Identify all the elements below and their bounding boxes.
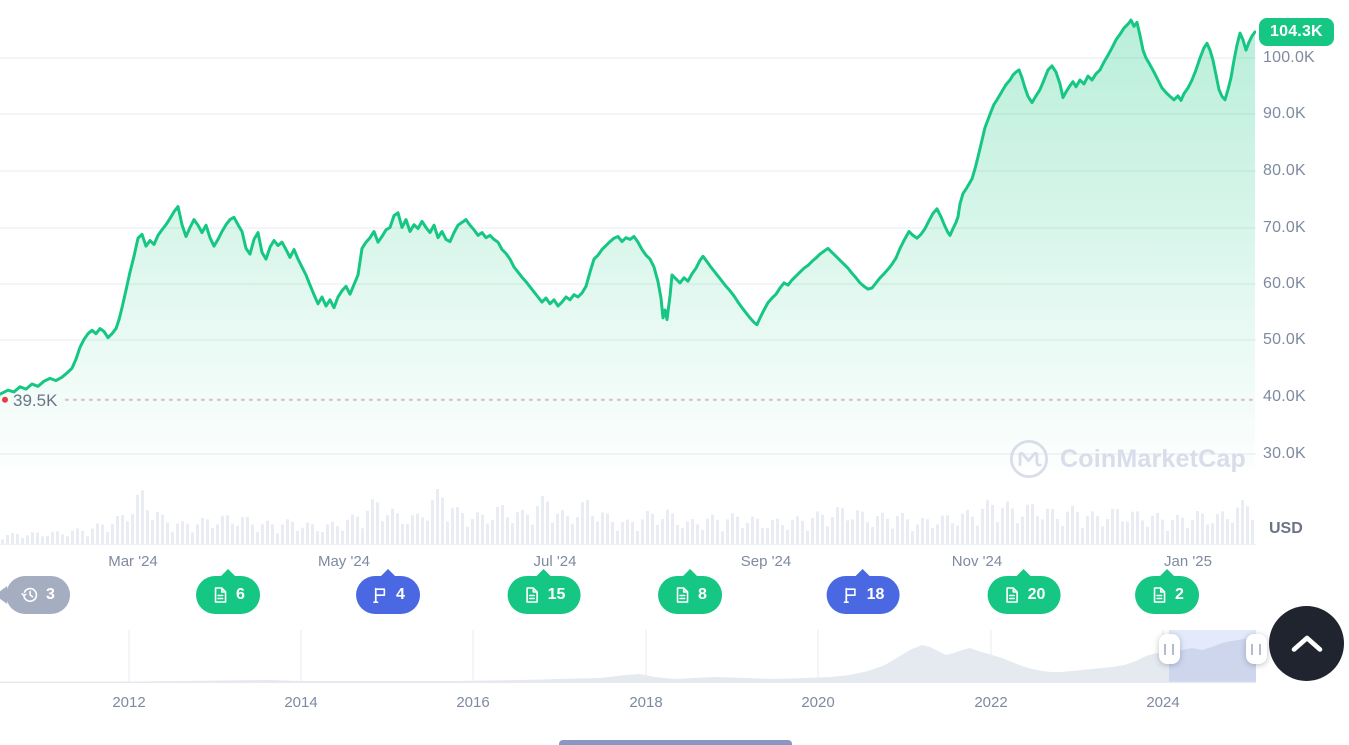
year-tick-label: 2020: [801, 694, 835, 711]
handle-grip-icon: [1251, 643, 1261, 655]
price-tick-label: 40.0K: [1263, 388, 1306, 405]
year-tick-label: 2014: [284, 694, 318, 711]
currency-unit-label: USD: [1269, 520, 1303, 537]
time-tick-label: Jul '24: [533, 553, 577, 570]
flag-icon: [371, 586, 389, 604]
partially-visible-bottom-element: [559, 740, 792, 745]
event-count: 6: [236, 586, 245, 603]
price-line: [0, 18, 1256, 396]
price-area-fill: [0, 20, 1255, 545]
event-badge-flags-2[interactable]: 18: [826, 576, 900, 614]
event-count: 18: [866, 586, 885, 603]
coinmarketcap-logo-icon: [1008, 438, 1050, 480]
price-tick-label: 80.0K: [1263, 162, 1306, 179]
time-tick-label: Mar '24: [108, 553, 158, 570]
flag-icon: [842, 586, 860, 604]
time-tick-label: Sep '24: [740, 553, 792, 570]
open-price-dot: [2, 396, 8, 403]
event-count: 8: [698, 586, 707, 603]
period-open-price-label: 39.5K: [13, 391, 58, 410]
event-count: 15: [547, 586, 566, 603]
price-tick-label: 90.0K: [1263, 105, 1306, 122]
year-tick-label: 2012: [112, 694, 146, 711]
news-icon: [673, 586, 691, 604]
timeline-navigator[interactable]: [0, 630, 1256, 684]
news-icon: [1003, 586, 1021, 604]
coinmarketcap-wordmark: CoinMarketCap: [1060, 444, 1246, 473]
event-badge-news-4[interactable]: 20: [987, 576, 1061, 614]
price-tick-label: 30.0K: [1263, 445, 1306, 462]
year-tick-label: 2016: [456, 694, 490, 711]
price-tick-label: 50.0K: [1263, 331, 1306, 348]
time-tick-label: Nov '24: [951, 553, 1003, 570]
time-tick-label: May '24: [317, 553, 371, 570]
navigator-left-handle[interactable]: [1158, 634, 1180, 664]
current-price-badge: 104.3K: [1259, 18, 1334, 46]
current-price-value: 104.3K: [1270, 23, 1323, 40]
news-icon: [523, 586, 541, 604]
price-tick-label: 70.0K: [1263, 219, 1306, 236]
price-tick-label: 100.0K: [1263, 49, 1315, 66]
event-badge-news-1[interactable]: 6: [196, 576, 260, 614]
scroll-to-top-button[interactable]: [1269, 606, 1344, 681]
navigator-right-handle[interactable]: [1245, 634, 1267, 664]
news-icon: [211, 586, 229, 604]
event-badge-history[interactable]: 3: [6, 576, 70, 614]
time-tick-label: Jan '25: [1164, 553, 1212, 570]
news-icon: [1150, 586, 1168, 604]
event-count: 2: [1175, 586, 1184, 603]
navigator-history-area: [0, 637, 1256, 683]
event-badge-news-3[interactable]: 8: [658, 576, 722, 614]
history-icon: [21, 586, 39, 604]
year-tick-label: 2024: [1146, 694, 1180, 711]
event-count: 4: [396, 586, 405, 603]
coinmarketcap-watermark: CoinMarketCap: [1008, 438, 1246, 480]
event-badge-news-5[interactable]: 2: [1135, 576, 1199, 614]
price-chart-canvas[interactable]: [0, 0, 1256, 545]
price-tick-label: 60.0K: [1263, 275, 1306, 292]
event-count: 3: [46, 586, 55, 603]
navigator-selected-range[interactable]: [1169, 630, 1256, 683]
event-badge-flags-1[interactable]: 4: [356, 576, 420, 614]
handle-grip-icon: [1164, 643, 1174, 655]
year-tick-label: 2022: [974, 694, 1008, 711]
year-tick-label: 2018: [629, 694, 663, 711]
event-badge-news-2[interactable]: 15: [507, 576, 581, 614]
chevron-up-icon: [1290, 633, 1324, 654]
event-count: 20: [1027, 586, 1046, 603]
